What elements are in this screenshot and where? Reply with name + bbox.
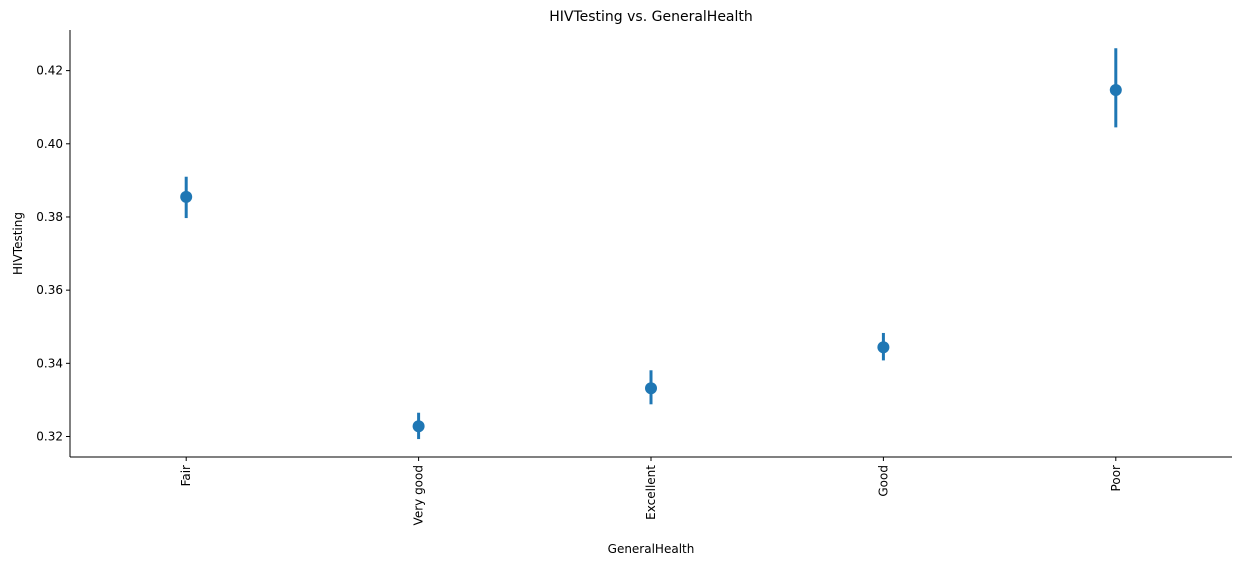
data-point [1109, 84, 1122, 97]
data-point [412, 420, 425, 433]
x-tick-label: Fair [179, 465, 193, 486]
x-axis-title: GeneralHealth [608, 542, 695, 556]
x-tick-label: Very good [412, 465, 426, 525]
x-tick-label: Good [876, 465, 890, 497]
y-tick-label: 0.40 [36, 137, 63, 151]
data-marks [180, 48, 1122, 440]
y-tick-label: 0.38 [36, 210, 63, 224]
y-tick-label: 0.32 [36, 430, 63, 444]
x-tick-label: Poor [1109, 465, 1123, 491]
chart-title: HIVTesting vs. GeneralHealth [549, 9, 753, 25]
y-tick-label: 0.34 [36, 356, 63, 370]
y-axis-ticks: 0.32 0.34 0.36 0.38 0.40 0.42 [36, 64, 70, 444]
y-tick-label: 0.36 [36, 283, 63, 297]
x-axis-ticks: Fair Very good Excellent Good Poor [179, 457, 1123, 525]
y-axis-title: HIVTesting [11, 212, 25, 275]
y-tick-label: 0.42 [36, 64, 63, 78]
data-point [645, 382, 657, 395]
x-tick-label: Excellent [644, 465, 658, 520]
plot-area: 0.32 0.34 0.36 0.38 0.40 0.42 Fair Very good Ex… [36, 30, 1232, 525]
data-point [877, 341, 890, 354]
data-point [180, 190, 193, 203]
